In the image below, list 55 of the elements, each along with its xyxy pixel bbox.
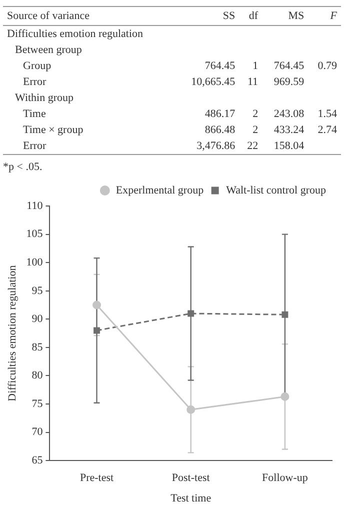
x-tick-label: Pre-test [80,472,114,484]
text: 11 [247,76,258,88]
category-label: Time [23,108,46,120]
category-label: Time × group [23,124,84,136]
text: 486.17 [204,108,236,120]
text: 243.08 [274,108,304,120]
text: 2.74 [318,124,337,136]
text: 866.48 [204,124,236,136]
y-tick-label: 105 [26,228,44,240]
y-tick-label: 65 [32,454,44,466]
y-tick-label: 75 [32,398,44,410]
text: 0.79 [318,60,337,72]
y-tick-label: 70 [32,426,44,438]
text: 10,665.45 [191,76,236,88]
y-axis-title: Difficulties emotion regulation [6,264,18,402]
y-tick-label: 110 [26,200,44,212]
y-tick-label: 85 [32,341,44,354]
x-tick-label: Follow-up [262,472,308,484]
text: 1 [252,60,258,72]
category-label: MS [262,6,308,26]
text: 764.45 [274,60,304,72]
category-label: Within group [15,92,74,104]
category-label: Source of variance [3,6,177,26]
legend-label: Experlmental group [116,184,204,196]
y-tick-label: 80 [32,370,44,382]
point [282,311,288,318]
y-tick-label: 90 [32,313,44,326]
category-label: F [308,6,341,26]
text: 3,476.86 [196,140,236,152]
point [188,310,194,317]
y-tick-label: 95 [32,284,44,297]
text: 158.04 [274,140,304,152]
text: 1.54 [318,108,337,120]
text: 969.59 [274,76,304,88]
category-label: Error [23,140,46,152]
legend-label: Walt-list control group [226,184,326,196]
category-label: SS [176,6,240,26]
category-label: df [239,6,262,26]
x-tick-label: Post-test [172,472,210,484]
text: 22 [247,140,258,152]
text: 2 [252,124,258,136]
point [280,392,290,401]
text: 2 [252,108,258,120]
text: 433.24 [274,124,304,136]
category-label: Error [23,76,46,88]
category-label: Difficulties emotion regulation [7,28,144,40]
point [94,327,100,334]
category-label: Group [23,60,52,72]
category-label: Between group [15,44,82,56]
text: *p < .05. [3,161,44,173]
point [186,405,196,414]
y-tick-label: 100 [26,256,44,268]
point [92,300,101,310]
x-axis-title: Test time [170,492,212,504]
text: 764.45 [204,60,236,72]
